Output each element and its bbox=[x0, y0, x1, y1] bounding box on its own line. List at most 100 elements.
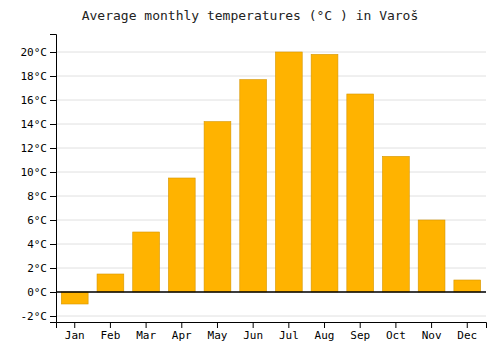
bar bbox=[347, 94, 374, 292]
y-tick-mark bbox=[50, 292, 56, 293]
grid-line bbox=[56, 52, 486, 53]
x-tick-label: Dec bbox=[457, 329, 477, 342]
y-tick: 0°C bbox=[27, 286, 56, 299]
grid-line bbox=[56, 100, 486, 101]
x-tick: Nov bbox=[422, 322, 442, 342]
bar bbox=[275, 52, 302, 292]
x-tick-label: Oct bbox=[386, 329, 406, 342]
x-tick-label: Jan bbox=[65, 329, 85, 342]
x-axis: Jan Feb Mar Apr May Jun Jul Aug Sep Oct Nov Dec bbox=[57, 322, 487, 342]
y-tick: -2°C bbox=[21, 310, 57, 323]
x-tick: May bbox=[208, 322, 228, 342]
x-axis-line bbox=[57, 323, 487, 329]
x-tick-label: Feb bbox=[100, 329, 120, 342]
grid-line bbox=[56, 148, 486, 149]
grid bbox=[56, 52, 486, 316]
bar bbox=[383, 156, 410, 292]
y-tick: 16°C bbox=[21, 94, 57, 107]
y-tick: 20°C bbox=[21, 46, 57, 59]
y-tick-label: 14°C bbox=[21, 118, 48, 131]
x-tick: Jun bbox=[243, 322, 263, 342]
y-tick-mark bbox=[50, 172, 56, 173]
y-tick-mark bbox=[50, 268, 56, 269]
bar bbox=[418, 220, 445, 292]
y-tick-label: 8°C bbox=[27, 190, 47, 203]
zero-line bbox=[56, 291, 486, 293]
x-tick-mark bbox=[146, 322, 147, 328]
bar bbox=[204, 122, 231, 292]
x-tick-label: Jul bbox=[279, 329, 299, 342]
x-tick-label: Mar bbox=[136, 329, 156, 342]
x-tick-label: May bbox=[208, 329, 228, 342]
x-tick: Mar bbox=[136, 322, 156, 342]
x-tick-mark bbox=[360, 322, 361, 328]
y-tick-label: 2°C bbox=[27, 262, 47, 275]
bar bbox=[97, 274, 124, 292]
bar bbox=[133, 232, 160, 292]
x-tick: Aug bbox=[315, 322, 335, 342]
bar bbox=[61, 292, 88, 304]
x-tick-label: Sep bbox=[350, 329, 370, 342]
y-tick-label: 10°C bbox=[21, 166, 48, 179]
bar bbox=[311, 54, 338, 292]
y-tick-mark bbox=[50, 148, 56, 149]
x-tick: Dec bbox=[457, 322, 477, 342]
x-tick-mark bbox=[181, 322, 182, 328]
x-tick-label: Jun bbox=[243, 329, 263, 342]
bar bbox=[240, 80, 267, 292]
x-tick: Apr bbox=[172, 322, 192, 342]
x-tick-mark bbox=[431, 322, 432, 328]
y-tick-mark bbox=[50, 76, 56, 77]
y-tick-label: 18°C bbox=[21, 70, 48, 83]
grid-line bbox=[56, 292, 486, 293]
y-tick-label: 20°C bbox=[21, 46, 48, 59]
x-tick-mark bbox=[395, 322, 396, 328]
y-tick: 6°C bbox=[27, 214, 56, 227]
grid-line bbox=[56, 196, 486, 197]
y-tick: 14°C bbox=[21, 118, 57, 131]
y-tick-mark bbox=[50, 316, 56, 317]
y-tick-mark bbox=[50, 100, 56, 101]
y-tick-mark bbox=[50, 52, 56, 53]
y-tick: 18°C bbox=[21, 70, 57, 83]
y-tick: 4°C bbox=[27, 238, 56, 251]
y-axis: -2°C 0°C 2°C 4°C 6°C 8°C 10°C 12°C 14°C 16°C 18°C 2… bbox=[21, 35, 57, 324]
chart: Average monthly temperatures (°C ) in Va… bbox=[0, 0, 500, 350]
y-tick: 2°C bbox=[27, 262, 56, 275]
plot: -2°C 0°C 2°C 4°C 6°C 8°C 10°C 12°C 14°C 16°C 18°C 2… bbox=[21, 35, 487, 342]
x-tick-mark bbox=[253, 322, 254, 328]
bars bbox=[61, 52, 480, 304]
y-axis-line bbox=[50, 35, 57, 323]
y-tick-label: 6°C bbox=[27, 214, 47, 227]
x-tick: Oct bbox=[386, 322, 406, 342]
bar bbox=[454, 280, 481, 292]
y-tick: 12°C bbox=[21, 142, 57, 155]
x-tick-label: Aug bbox=[315, 329, 335, 342]
x-tick-mark bbox=[288, 322, 289, 328]
y-tick-label: -2°C bbox=[21, 310, 48, 323]
x-tick-mark bbox=[110, 322, 111, 328]
x-tick: Jul bbox=[279, 322, 299, 342]
y-tick-mark bbox=[50, 244, 56, 245]
x-tick-mark bbox=[74, 322, 75, 328]
y-tick: 10°C bbox=[21, 166, 57, 179]
y-tick-mark bbox=[50, 220, 56, 221]
y-tick: 8°C bbox=[27, 190, 56, 203]
x-tick-label: Nov bbox=[422, 329, 442, 342]
grid-line bbox=[56, 76, 486, 77]
x-tick: Sep bbox=[350, 322, 370, 342]
x-tick-mark bbox=[324, 322, 325, 328]
title: Average monthly temperatures (°C ) in Va… bbox=[82, 8, 419, 23]
y-tick-label: 4°C bbox=[27, 238, 47, 251]
grid-line bbox=[56, 316, 486, 317]
x-tick-label: Apr bbox=[172, 329, 192, 342]
x-tick: Feb bbox=[100, 322, 120, 342]
y-tick-label: 12°C bbox=[21, 142, 48, 155]
y-tick-mark bbox=[50, 196, 56, 197]
grid-line bbox=[56, 172, 486, 173]
y-tick-label: 16°C bbox=[21, 94, 48, 107]
bar bbox=[168, 178, 195, 292]
x-tick-mark bbox=[467, 322, 468, 328]
grid-line bbox=[56, 124, 486, 125]
y-tick-label: 0°C bbox=[27, 286, 47, 299]
